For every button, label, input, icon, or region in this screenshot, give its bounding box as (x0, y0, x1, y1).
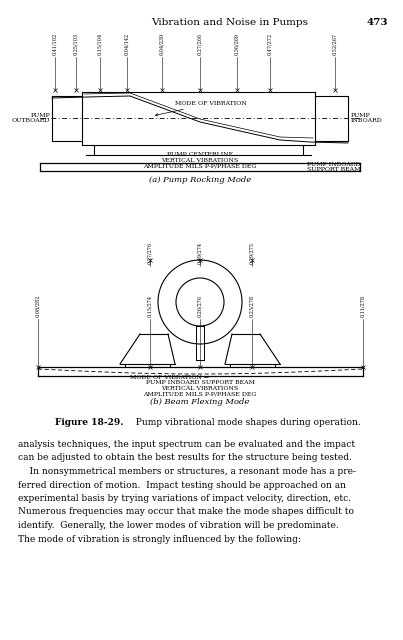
Text: PUMP
OUTBOARD: PUMP OUTBOARD (12, 113, 50, 124)
Text: 0.41/102: 0.41/102 (52, 33, 58, 55)
Text: 0.26/276: 0.26/276 (197, 295, 202, 317)
Text: 0.11/278: 0.11/278 (361, 295, 366, 317)
Text: Numerous frequencies may occur that make the mode shapes difficult to: Numerous frequencies may occur that make… (18, 508, 354, 516)
Text: 0.29/275: 0.29/275 (249, 242, 255, 264)
Text: ferred direction of motion.  Impact testing should be approached on an: ferred direction of motion. Impact testi… (18, 481, 346, 490)
Text: The mode of vibration is strongly influenced by the following:: The mode of vibration is strongly influe… (18, 534, 301, 543)
Text: 0.47/272: 0.47/272 (268, 33, 272, 55)
Text: PUMP INBOARD SUPPORT BEAM
VERTICAL VIBRATIONS
AMPLITUDE MILS P-P/PHASE DEG: PUMP INBOARD SUPPORT BEAM VERTICAL VIBRA… (143, 380, 257, 397)
Text: can be adjusted to obtain the best results for the structure being tested.: can be adjusted to obtain the best resul… (18, 454, 352, 463)
Text: Pump vibrational mode shapes during operation.: Pump vibrational mode shapes during oper… (130, 418, 361, 427)
Text: 0.15/274: 0.15/274 (147, 295, 152, 317)
Text: 0.08/282: 0.08/282 (35, 294, 40, 317)
Text: Vibration and Noise in Pumps: Vibration and Noise in Pumps (152, 18, 309, 27)
Text: 0.49/274: 0.49/274 (197, 242, 202, 264)
Text: (b) Beam Flexing Mode: (b) Beam Flexing Mode (150, 398, 250, 406)
Text: 0.04/239: 0.04/239 (160, 33, 164, 55)
Text: 0.25/103: 0.25/103 (73, 33, 79, 55)
Text: 0.27/276: 0.27/276 (147, 242, 152, 264)
Text: 0.15/104: 0.15/104 (98, 33, 102, 55)
Text: PUMP INBOARD
SUPPORT BEAM: PUMP INBOARD SUPPORT BEAM (307, 161, 361, 172)
Text: 0.27/266: 0.27/266 (197, 33, 202, 55)
Text: PUMP
INBOARD: PUMP INBOARD (351, 113, 383, 124)
Text: MODE OF VIBRATION →: MODE OF VIBRATION → (130, 375, 209, 380)
Text: analysis techniques, the input spectrum can be evaluated and the impact: analysis techniques, the input spectrum … (18, 440, 355, 449)
Text: In nonsymmetrical members or structures, a resonant mode has a pre-: In nonsymmetrical members or structures,… (18, 467, 356, 476)
Text: 473: 473 (366, 18, 388, 27)
Text: experimental basis by trying variations of impact velocity, direction, etc.: experimental basis by trying variations … (18, 494, 351, 503)
Text: PUMP CENTERLINE
VERTICAL VIBRATIONS
AMPLITUDE MILS P-P/PHASE DEG: PUMP CENTERLINE VERTICAL VIBRATIONS AMPL… (143, 152, 257, 168)
Text: (a) Pump Rocking Mode: (a) Pump Rocking Mode (149, 176, 251, 184)
Text: Figure 18-29.: Figure 18-29. (55, 418, 123, 427)
Text: 0.04/142: 0.04/142 (125, 33, 129, 55)
Text: 0.23/278: 0.23/278 (249, 295, 255, 317)
Text: MODE OF VIBRATION: MODE OF VIBRATION (156, 101, 247, 116)
Text: 0.52/267: 0.52/267 (332, 33, 337, 55)
Text: 0.36/269: 0.36/269 (235, 33, 239, 55)
Text: identify.  Generally, the lower modes of vibration will be predominate.: identify. Generally, the lower modes of … (18, 521, 339, 530)
